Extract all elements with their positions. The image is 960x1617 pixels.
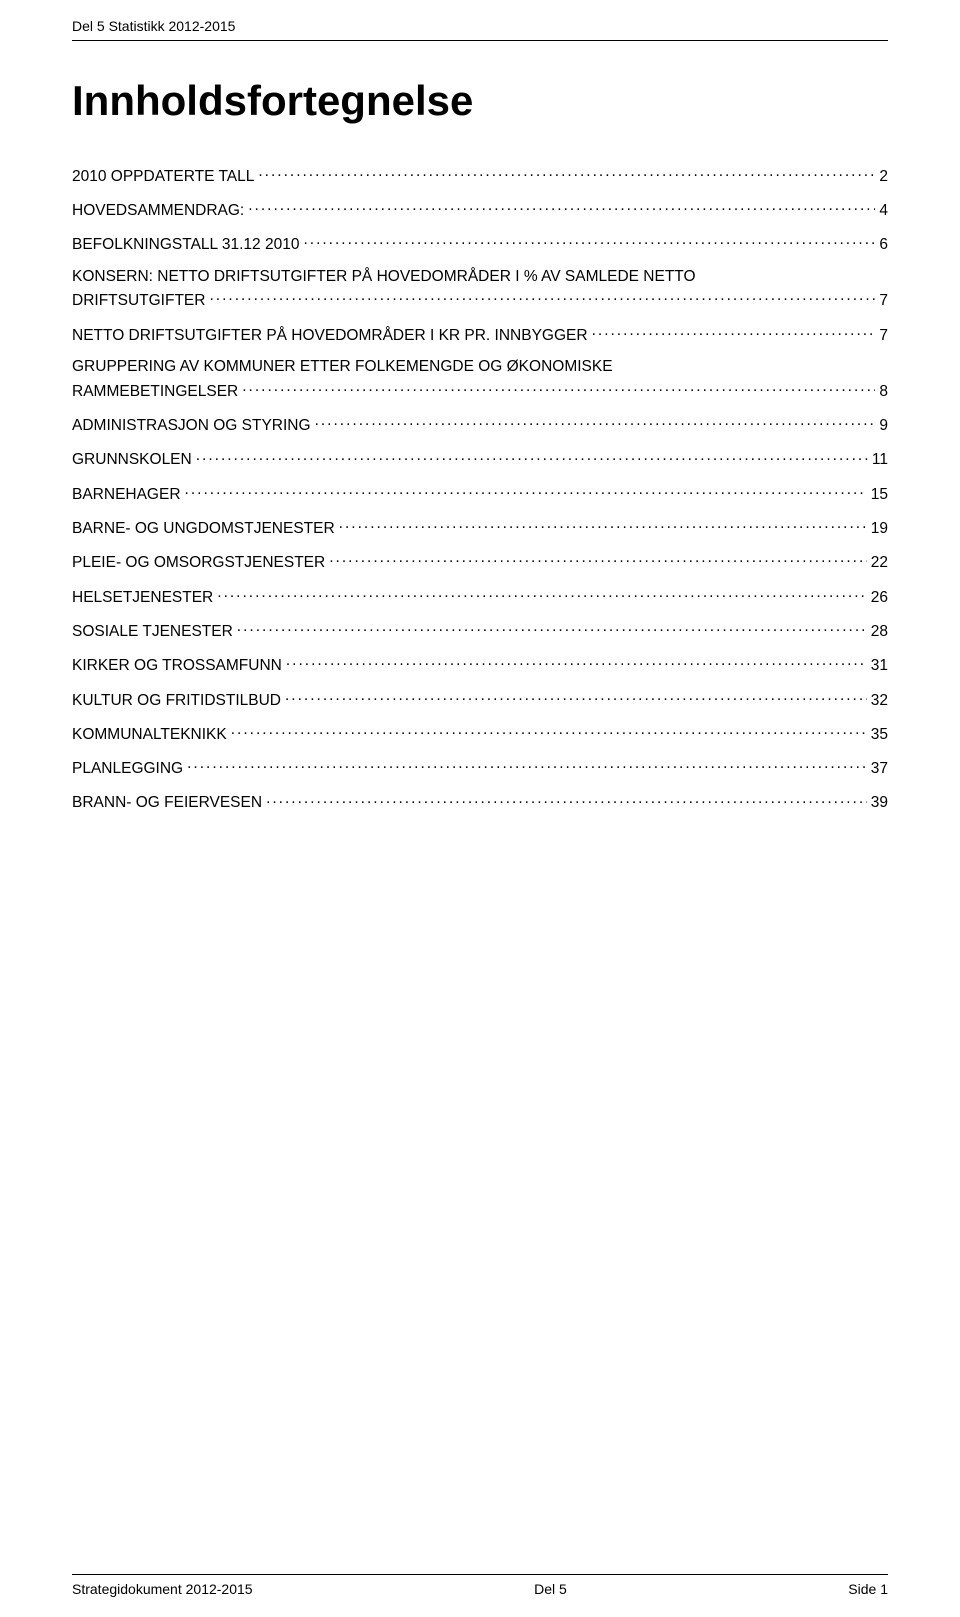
toc-entry: SOSIALE TJENESTER 28 bbox=[72, 620, 888, 640]
toc-leader bbox=[231, 723, 867, 739]
toc-leader bbox=[209, 290, 875, 306]
page-title: Innholdsfortegnelse bbox=[72, 77, 888, 125]
toc-label: HOVEDSAMMENDRAG: bbox=[72, 202, 244, 220]
toc-page: 8 bbox=[879, 383, 888, 401]
toc-label: BEFOLKNINGSTALL 31.12 2010 bbox=[72, 236, 299, 254]
toc-page: 31 bbox=[871, 657, 888, 675]
toc-entry: NETTO DRIFTSUTGIFTER PÅ HOVEDOMRÅDER I K… bbox=[72, 324, 888, 344]
toc-label: PLANLEGGING bbox=[72, 760, 183, 778]
toc-entry: BRANN- OG FEIERVESEN 39 bbox=[72, 792, 888, 812]
toc-leader bbox=[339, 517, 867, 533]
toc-label: KULTUR OG FRITIDSTILBUD bbox=[72, 692, 281, 710]
toc-entry: BEFOLKNINGSTALL 31.12 2010 6 bbox=[72, 234, 888, 254]
toc-page: 6 bbox=[879, 236, 888, 254]
toc-leader bbox=[187, 758, 867, 774]
toc-leader bbox=[242, 380, 875, 396]
table-of-contents: 2010 OPPDATERTE TALL 2 HOVEDSAMMENDRAG: … bbox=[72, 165, 888, 812]
toc-page: 4 bbox=[879, 202, 888, 220]
toc-label: BRANN- OG FEIERVESEN bbox=[72, 794, 262, 812]
toc-entry-multiline: KONSERN: NETTO DRIFTSUTGIFTER PÅ HOVEDOM… bbox=[72, 268, 888, 310]
toc-label: KOMMUNALTEKNIKK bbox=[72, 726, 227, 744]
toc-entry: HOVEDSAMMENDRAG: 4 bbox=[72, 199, 888, 219]
toc-label: BARNEHAGER bbox=[72, 486, 181, 504]
toc-label: 2010 OPPDATERTE TALL bbox=[72, 168, 254, 186]
toc-leader bbox=[303, 234, 875, 250]
toc-page: 26 bbox=[871, 589, 888, 607]
toc-leader bbox=[329, 552, 867, 568]
toc-leader bbox=[248, 199, 875, 215]
toc-label-line1: KONSERN: NETTO DRIFTSUTGIFTER PÅ HOVEDOM… bbox=[72, 268, 888, 286]
toc-entry: KULTUR OG FRITIDSTILBUD 32 bbox=[72, 689, 888, 709]
toc-page: 32 bbox=[871, 692, 888, 710]
toc-leader bbox=[217, 586, 866, 602]
toc-leader bbox=[315, 415, 876, 431]
toc-leader bbox=[258, 165, 875, 181]
toc-page: 7 bbox=[879, 327, 888, 345]
toc-label: KIRKER OG TROSSAMFUNN bbox=[72, 657, 282, 675]
toc-leader bbox=[285, 689, 867, 705]
toc-label: GRUNNSKOLEN bbox=[72, 451, 192, 469]
page-footer: Strategidokument 2012-2015 Del 5 Side 1 bbox=[72, 1574, 888, 1597]
toc-entry-multiline: GRUPPERING AV KOMMUNER ETTER FOLKEMENGDE… bbox=[72, 358, 888, 400]
toc-page: 15 bbox=[871, 486, 888, 504]
toc-page: 19 bbox=[871, 520, 888, 538]
toc-label: SOSIALE TJENESTER bbox=[72, 623, 233, 641]
footer-right: Side 1 bbox=[848, 1581, 888, 1597]
toc-page: 2 bbox=[879, 168, 888, 186]
header-rule bbox=[72, 40, 888, 41]
toc-entry: ADMINISTRASJON OG STYRING 9 bbox=[72, 415, 888, 435]
toc-entry: HELSETJENESTER 26 bbox=[72, 586, 888, 606]
toc-label-line1: GRUPPERING AV KOMMUNER ETTER FOLKEMENGDE… bbox=[72, 358, 888, 376]
toc-page: 37 bbox=[871, 760, 888, 778]
toc-entry: KOMMUNALTEKNIKK 35 bbox=[72, 723, 888, 743]
toc-entry: PLANLEGGING 37 bbox=[72, 758, 888, 778]
footer-rule bbox=[72, 1574, 888, 1575]
toc-entry: PLEIE- OG OMSORGSTJENESTER 22 bbox=[72, 552, 888, 572]
toc-entry: BARNE- OG UNGDOMSTJENESTER 19 bbox=[72, 517, 888, 537]
toc-page: 39 bbox=[871, 794, 888, 812]
footer-center: Del 5 bbox=[534, 1581, 567, 1597]
toc-page: 22 bbox=[871, 554, 888, 572]
toc-leader bbox=[286, 655, 867, 671]
toc-label: BARNE- OG UNGDOMSTJENESTER bbox=[72, 520, 335, 538]
footer-left: Strategidokument 2012-2015 bbox=[72, 1581, 253, 1597]
toc-label: NETTO DRIFTSUTGIFTER PÅ HOVEDOMRÅDER I K… bbox=[72, 327, 588, 345]
toc-page: 11 bbox=[872, 451, 888, 469]
toc-page: 7 bbox=[879, 292, 888, 310]
toc-entry: BARNEHAGER 15 bbox=[72, 483, 888, 503]
toc-label: ADMINISTRASJON OG STYRING bbox=[72, 417, 311, 435]
toc-label: HELSETJENESTER bbox=[72, 589, 213, 607]
toc-label-line2: RAMMEBETINGELSER bbox=[72, 383, 238, 401]
page-header: Del 5 Statistikk 2012-2015 bbox=[72, 18, 888, 34]
toc-page: 35 bbox=[871, 726, 888, 744]
toc-entry: KIRKER OG TROSSAMFUNN 31 bbox=[72, 655, 888, 675]
toc-leader bbox=[196, 449, 868, 465]
toc-entry: 2010 OPPDATERTE TALL 2 bbox=[72, 165, 888, 185]
toc-page: 28 bbox=[871, 623, 888, 641]
toc-leader bbox=[266, 792, 867, 808]
document-page: Del 5 Statistikk 2012-2015 Innholdsforte… bbox=[0, 0, 960, 1617]
toc-page: 9 bbox=[879, 417, 888, 435]
toc-leader bbox=[185, 483, 867, 499]
toc-leader bbox=[592, 324, 876, 340]
toc-entry: GRUNNSKOLEN 11 bbox=[72, 449, 888, 469]
toc-leader bbox=[237, 620, 867, 636]
toc-label: PLEIE- OG OMSORGSTJENESTER bbox=[72, 554, 325, 572]
toc-label-line2: DRIFTSUTGIFTER bbox=[72, 292, 205, 310]
